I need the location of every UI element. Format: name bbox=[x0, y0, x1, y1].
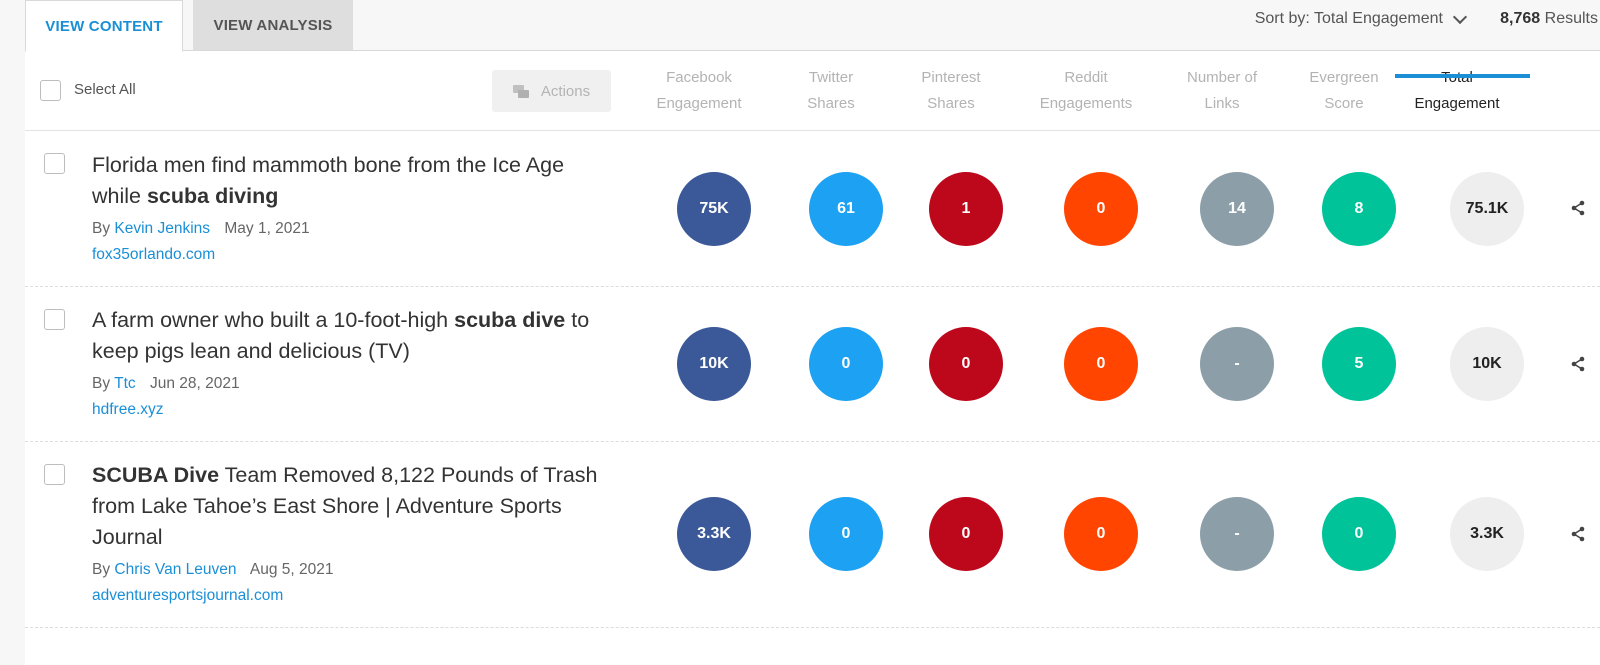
col-header-line: Engagements bbox=[1039, 95, 1133, 112]
results-count: 8,768 Results bbox=[1500, 10, 1598, 28]
title-text: A farm owner who built a 10-foot-high bbox=[92, 308, 455, 332]
results-label: Results bbox=[1544, 10, 1598, 27]
article-title[interactable]: SCUBA Dive Team Removed 8,122 Pounds of … bbox=[92, 460, 612, 553]
left-gutter bbox=[0, 0, 25, 665]
comments-icon bbox=[512, 84, 529, 98]
evergreen-score-badge: 0 bbox=[1322, 497, 1396, 571]
table-row: SCUBA Dive Team Removed 8,122 Pounds of … bbox=[25, 442, 1600, 628]
col-header-links[interactable]: Number of Links bbox=[1152, 65, 1292, 117]
pinterest-shares-badge: 1 bbox=[929, 172, 1003, 246]
sort-dropdown[interactable]: Sort by: Total Engagement bbox=[1254, 9, 1468, 28]
author-link[interactable]: Kevin Jenkins bbox=[114, 220, 211, 237]
row-checkbox[interactable] bbox=[44, 464, 65, 485]
col-header-facebook[interactable]: Facebook Engagement bbox=[629, 65, 769, 117]
publish-date: May 1, 2021 bbox=[224, 220, 310, 237]
col-header-line: Score bbox=[1324, 95, 1364, 112]
by-label: By bbox=[92, 561, 111, 578]
active-sort-underline bbox=[1395, 74, 1530, 78]
col-header-twitter[interactable]: Twitter Shares bbox=[761, 65, 901, 117]
title-text: Team Removed 8,122 Pounds of Trash from … bbox=[92, 463, 598, 549]
reddit-engagements-badge: 0 bbox=[1064, 327, 1138, 401]
col-header-line: Shares bbox=[927, 95, 975, 112]
share-icon[interactable] bbox=[1570, 356, 1586, 372]
select-all-label[interactable]: Select All bbox=[74, 81, 136, 98]
total-engagement-badge: 3.3K bbox=[1450, 497, 1524, 571]
total-engagement-badge: 75.1K bbox=[1450, 172, 1524, 246]
domain-link[interactable]: adventuresportsjournal.com bbox=[92, 587, 284, 604]
title-keyword: scuba dive bbox=[454, 308, 566, 332]
domain-link[interactable]: hdfree.xyz bbox=[92, 401, 164, 418]
tab-view-analysis[interactable]: VIEW ANALYSIS bbox=[193, 0, 353, 50]
facebook-engagement-badge: 75K bbox=[677, 172, 751, 246]
results-number: 8,768 bbox=[1500, 10, 1541, 27]
col-header-reddit[interactable]: Reddit Engagements bbox=[1016, 65, 1156, 117]
col-header-line: Links bbox=[1204, 95, 1240, 112]
domain-link[interactable]: fox35orlando.com bbox=[92, 246, 216, 263]
number-of-links-badge: - bbox=[1200, 327, 1274, 401]
title-text: to keep pigs lean and delicious (TV) bbox=[92, 308, 590, 363]
col-header-line: Twitter bbox=[808, 69, 854, 86]
share-icon[interactable] bbox=[1570, 200, 1586, 216]
twitter-shares-badge: 0 bbox=[809, 497, 883, 571]
by-label: By bbox=[92, 220, 111, 237]
twitter-shares-badge: 61 bbox=[809, 172, 883, 246]
col-header-evergreen[interactable]: Evergreen Score bbox=[1274, 65, 1414, 117]
tab-view-content[interactable]: VIEW CONTENT bbox=[25, 0, 183, 52]
col-header-line: Facebook bbox=[666, 69, 732, 86]
evergreen-score-badge: 5 bbox=[1322, 327, 1396, 401]
col-header-total[interactable]: Total Engagement bbox=[1387, 65, 1527, 117]
table-row: Florida men find mammoth bone from the I… bbox=[25, 131, 1600, 287]
article-meta: By Kevin Jenkins May 1, 2021 bbox=[92, 220, 310, 238]
facebook-engagement-badge: 10K bbox=[677, 327, 751, 401]
row-checkbox[interactable] bbox=[44, 153, 65, 174]
chevron-down-icon bbox=[1452, 9, 1468, 24]
col-header-line: Evergreen bbox=[1309, 69, 1379, 86]
table-header: Select All Actions Facebook Engagement T… bbox=[25, 51, 1600, 131]
reddit-engagements-badge: 0 bbox=[1064, 172, 1138, 246]
pinterest-shares-badge: 0 bbox=[929, 327, 1003, 401]
actions-button[interactable]: Actions bbox=[492, 70, 611, 112]
facebook-engagement-badge: 3.3K bbox=[677, 497, 751, 571]
title-text: Florida men find mammoth bone from the I… bbox=[92, 153, 565, 208]
col-header-line: Pinterest bbox=[921, 69, 981, 86]
article-meta: By Ttc Jun 28, 2021 bbox=[92, 375, 240, 393]
actions-label: Actions bbox=[540, 82, 591, 100]
number-of-links-badge: 14 bbox=[1200, 172, 1274, 246]
sort-label: Sort by: Total Engagement bbox=[1254, 10, 1443, 27]
by-label: By bbox=[92, 375, 111, 392]
author-link[interactable]: Chris Van Leuven bbox=[114, 561, 237, 578]
select-all-checkbox[interactable] bbox=[40, 80, 61, 101]
total-engagement-badge: 10K bbox=[1450, 327, 1524, 401]
publish-date: Aug 5, 2021 bbox=[249, 561, 334, 578]
twitter-shares-badge: 0 bbox=[809, 327, 883, 401]
share-icon[interactable] bbox=[1570, 526, 1586, 542]
row-checkbox[interactable] bbox=[44, 309, 65, 330]
article-title[interactable]: A farm owner who built a 10-foot-high sc… bbox=[92, 305, 612, 367]
evergreen-score-badge: 8 bbox=[1322, 172, 1396, 246]
table-row: A farm owner who built a 10-foot-high sc… bbox=[25, 287, 1600, 442]
col-header-line: Number of bbox=[1186, 69, 1258, 86]
tab-bar: VIEW CONTENT VIEW ANALYSIS Sort by: Tota… bbox=[25, 0, 1600, 52]
col-header-line: Total bbox=[1387, 65, 1527, 91]
col-header-line: Shares bbox=[807, 95, 855, 112]
number-of-links-badge: - bbox=[1200, 497, 1274, 571]
title-keyword: scuba diving bbox=[146, 184, 279, 208]
col-header-line: Reddit bbox=[1064, 69, 1108, 86]
col-header-pinterest[interactable]: Pinterest Shares bbox=[881, 65, 1021, 117]
publish-date: Jun 28, 2021 bbox=[149, 375, 240, 392]
col-header-line: Engagement bbox=[656, 95, 742, 112]
author-link[interactable]: Ttc bbox=[114, 375, 136, 392]
title-keyword: SCUBA Dive bbox=[92, 463, 220, 487]
reddit-engagements-badge: 0 bbox=[1064, 497, 1138, 571]
col-header-line: Engagement bbox=[1414, 95, 1500, 112]
pinterest-shares-badge: 0 bbox=[929, 497, 1003, 571]
article-meta: By Chris Van Leuven Aug 5, 2021 bbox=[92, 561, 334, 579]
article-title[interactable]: Florida men find mammoth bone from the I… bbox=[92, 150, 612, 212]
